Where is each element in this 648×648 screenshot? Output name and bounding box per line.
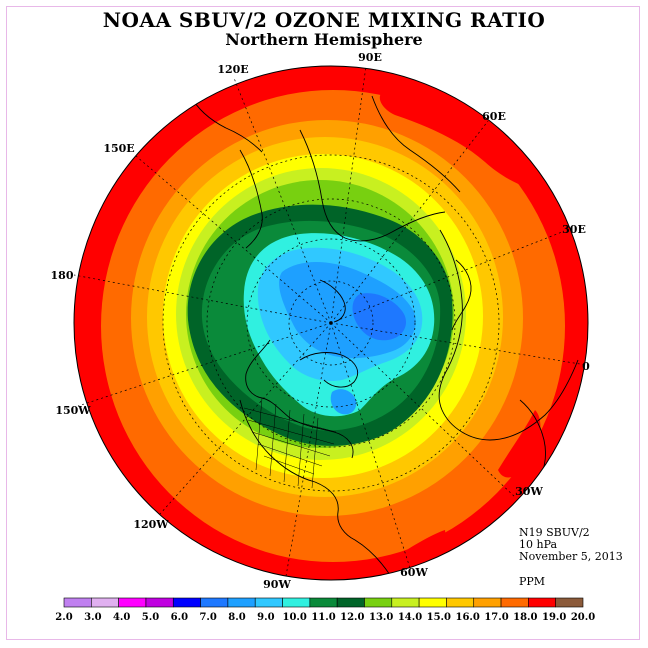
colorbar-swatch — [63, 597, 92, 608]
lon-label-90w: 90W — [263, 578, 291, 591]
colorbar-tick-label: 13.0 — [369, 612, 393, 623]
colorbar-tick-label: 20.0 — [571, 612, 595, 623]
colorbar-swatch — [282, 597, 311, 608]
lon-label-90e: 90E — [358, 51, 382, 64]
colorbar-tick-label: 19.0 — [542, 612, 566, 623]
colorbar-tick-label: 11.0 — [311, 612, 335, 623]
colorbar-tick-label: 15.0 — [427, 612, 451, 623]
info-block: N19 SBUV/2 10 hPa November 5, 2013 PPM — [519, 527, 623, 588]
colorbar-swatch — [336, 597, 365, 608]
map-title: NOAA SBUV/2 OZONE MIXING RATIO — [102, 8, 546, 32]
colorbar: 2.0 3.0 4.0 5.0 6.0 7.0 8.0 9.0 10.0 11.0 12.0 13.0… — [55, 597, 595, 623]
colorbar-swatch — [528, 597, 556, 608]
colorbar-swatch — [309, 597, 338, 608]
colorbar-tick-label: 6.0 — [171, 612, 188, 623]
lon-label-120w: 120W — [133, 518, 169, 531]
lon-label-30w: 30W — [515, 485, 543, 498]
colorbar-swatch — [200, 597, 229, 608]
map-border — [73, 65, 589, 581]
colorbar-tick-label: 14.0 — [398, 612, 422, 623]
colorbar-swatch — [118, 597, 147, 608]
longitude-labels: 90E 60E 30E 0 30W 60W 90W 120W 150W 180 … — [51, 51, 591, 591]
lon-label-180: 180 — [51, 269, 74, 282]
colorbar-swatch — [473, 597, 502, 608]
band-19-patch-d — [389, 530, 446, 570]
level-label: 10 hPa — [519, 538, 558, 551]
figure-frame — [6, 6, 640, 640]
colorbar-tick-label: 17.0 — [484, 612, 508, 623]
colorbar-tick-label: 5.0 — [142, 612, 159, 623]
colorbar-swatch — [446, 597, 475, 608]
lon-label-150e: 150E — [103, 142, 134, 155]
colorbar-tick-label: 8.0 — [228, 612, 245, 623]
colorbar-tick-label: 16.0 — [455, 612, 479, 623]
band-7-b — [330, 389, 357, 415]
colorbar-swatch — [91, 597, 119, 608]
colorbar-swatch — [227, 597, 256, 608]
date-label: November 5, 2013 — [519, 550, 623, 563]
instrument-label: N19 SBUV/2 — [519, 526, 590, 539]
colorbar-tick-label: 4.0 — [113, 612, 130, 623]
lon-label-120e: 120E — [217, 63, 248, 76]
colorbar-swatch — [555, 597, 584, 608]
colorbar-tick-label: 12.0 — [340, 612, 364, 623]
lon-label-0: 0 — [582, 360, 590, 373]
graticule — [73, 65, 587, 577]
colorbar-tick-label: 2.0 — [55, 612, 72, 623]
coastlines — [189, 94, 579, 576]
lon-label-60w: 60W — [400, 566, 428, 579]
us-state-boundaries — [243, 397, 337, 489]
colorbar-swatch — [364, 597, 393, 608]
map-subtitle: Northern Hemisphere — [225, 30, 423, 49]
colorbar-swatch — [145, 597, 174, 608]
lon-label-150w: 150W — [55, 404, 91, 417]
colorbar-tick-label: 10.0 — [282, 612, 306, 623]
colorbar-swatch — [418, 597, 447, 608]
band-19-patch-a — [379, 90, 550, 191]
colorbar-tick-label: 9.0 — [257, 612, 274, 623]
units-label: PPM — [519, 575, 546, 588]
lon-label-30e: 30E — [562, 223, 586, 236]
lon-label-60e: 60E — [482, 110, 506, 123]
colorbar-tick-label: 3.0 — [84, 612, 101, 623]
colorbar-swatch — [391, 597, 420, 608]
colorbar-swatch — [254, 597, 283, 608]
colorbar-swatch — [172, 597, 201, 608]
colorbar-tick-label: 18.0 — [513, 612, 537, 623]
colorbar-tick-label: 7.0 — [199, 612, 216, 623]
colorbar-swatch — [500, 597, 529, 608]
